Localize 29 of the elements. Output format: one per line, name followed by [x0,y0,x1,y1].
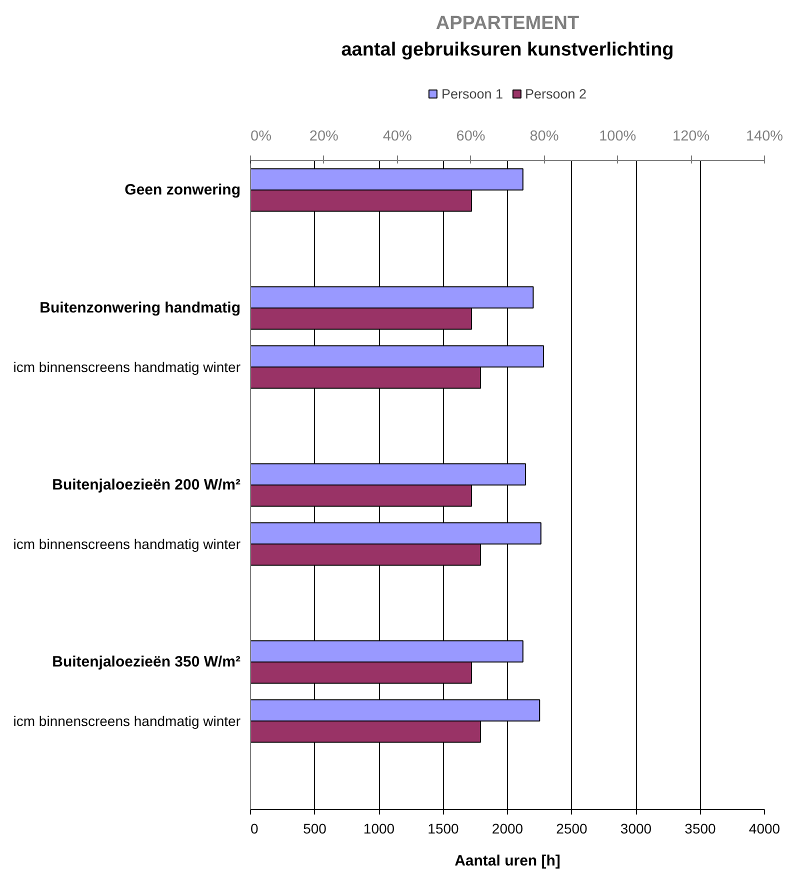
x2-tick-label: 40% [382,128,412,144]
x2-tick-label: 140% [746,128,784,144]
x-tick-label: 1500 [428,820,460,836]
legend-label: Persoon 2 [525,86,587,101]
x2-tick-label: 80% [530,128,559,144]
x-tick-label: 3500 [684,820,716,836]
x2-tick-label: 20% [309,128,339,144]
x-tick-label: 2000 [492,820,524,836]
y-tick-label: Buitenjaloezieën 200 W/m² [52,476,241,494]
legend-label: Persoon 1 [441,86,503,101]
chart-title: APPARTEMENT [436,13,580,34]
x2-tick-label: 0% [250,128,272,144]
x-axis-title: Aantal uren [h] [454,852,560,870]
x-tick-label: 2500 [556,820,588,836]
y-tick-label: Buitenzonwering handmatig [40,300,241,316]
x2-tick-label: 120% [672,128,710,144]
x2-tick-label: 60% [456,128,486,144]
y-tick-label: Geen zonwering [124,182,241,198]
x-tick-label: 3000 [620,820,652,836]
y-tick-label: icm binnenscreens handmatig winter [13,359,241,375]
y-tick-label: icm binnenscreens handmatig winter [13,713,241,729]
x-tick-label: 4000 [748,820,780,836]
x-tick-label: 500 [303,820,327,836]
x-tick-label: 0 [250,820,258,836]
y-tick-label: Buitenjaloezieën 350 W/m² [52,654,241,670]
x2-tick-label: 100% [599,128,636,144]
chart-subtitle: aantal gebruiksuren kunstverlichting [341,40,674,60]
y-tick-label: icm binnenscreens handmatig winter [13,536,241,552]
x-tick-label: 1000 [363,820,395,836]
